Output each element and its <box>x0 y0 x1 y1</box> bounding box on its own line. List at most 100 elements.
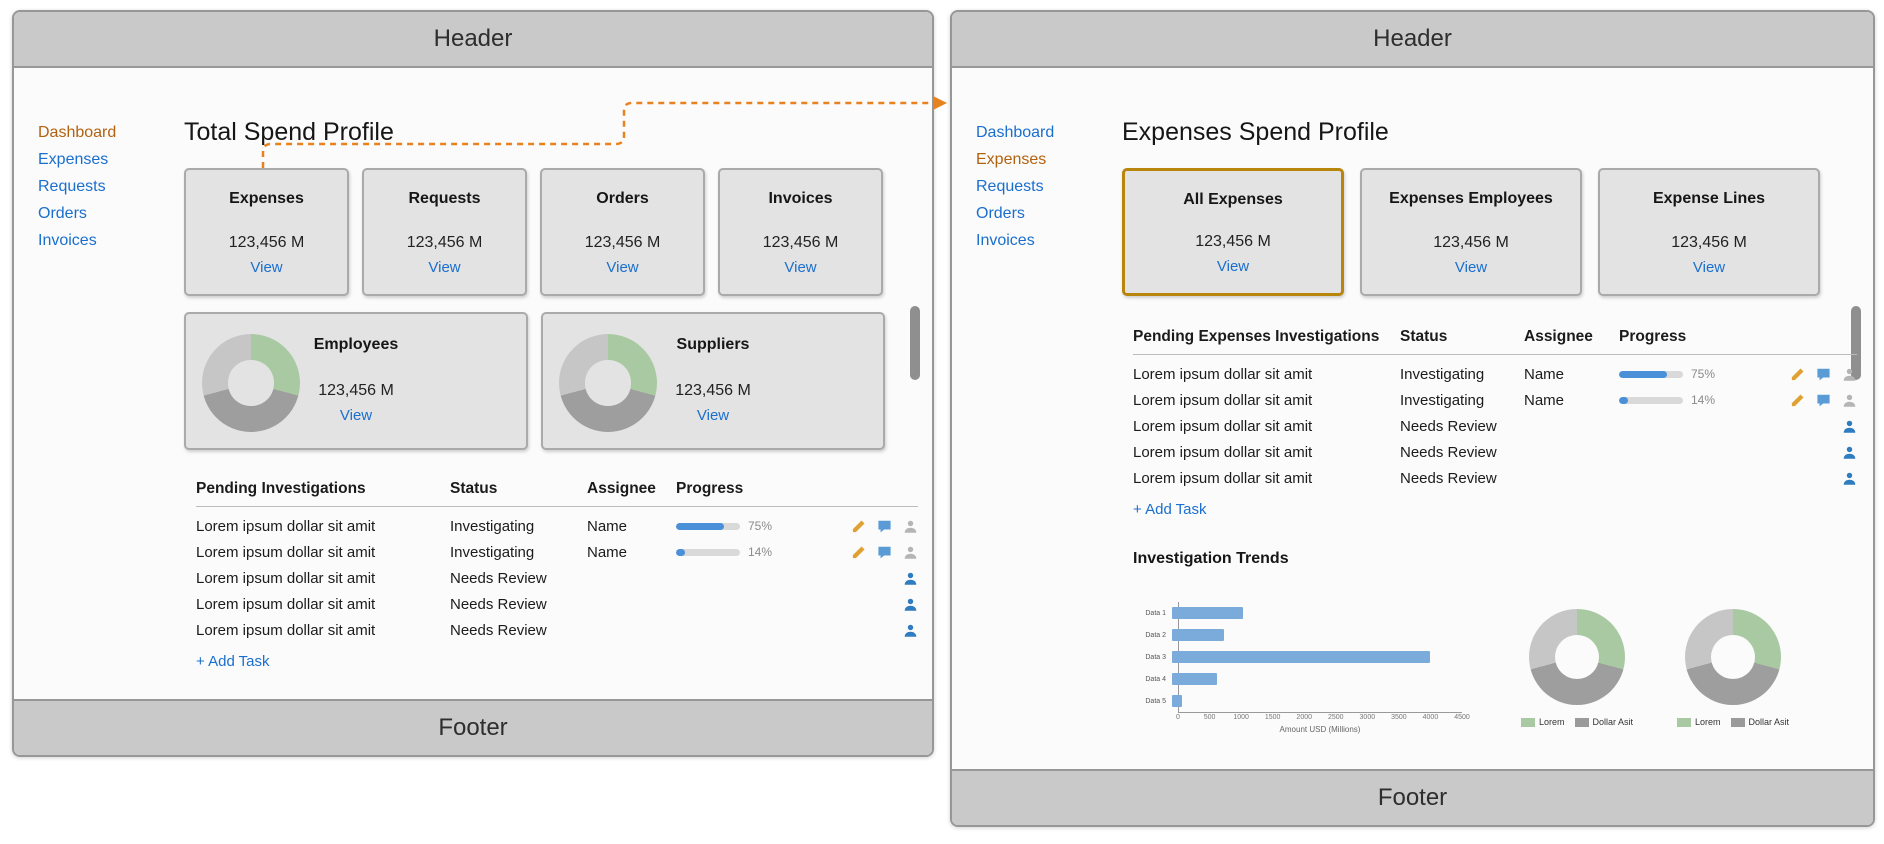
bar-category-label: Data 1 <box>1145 609 1166 617</box>
card-title: All Expenses <box>1183 191 1283 208</box>
sidebar-item-dashboard[interactable]: Dashboard <box>976 124 1055 141</box>
task-cell: Lorem ipsum dollar sit amit <box>1133 365 1313 383</box>
assignee-icon[interactable] <box>1842 393 1857 408</box>
edit-icon[interactable] <box>1790 367 1805 382</box>
task-cell: Lorem ipsum dollar sit amit <box>196 621 376 639</box>
edit-icon[interactable] <box>1790 393 1805 408</box>
assign-person-icon[interactable] <box>903 597 918 612</box>
status-cell: Investigating <box>450 543 535 561</box>
card-view-link[interactable]: View <box>428 259 461 276</box>
sidebar-item-requests[interactable]: Requests <box>38 178 106 195</box>
footer-bar: Footer <box>952 769 1873 825</box>
progress-cell: 75% <box>1619 367 1857 382</box>
assignee-icon[interactable] <box>903 545 918 560</box>
table-row: Lorem ipsum dollar sit amit Investigatin… <box>1133 361 1857 387</box>
trend-bar-chart: Data 1 Data 2 Data 3 Data 4 Data 5 0 500 1000 1… <box>1130 602 1470 734</box>
stat-card-expenses[interactable]: Expenses 123,456 M View <box>184 168 349 296</box>
table-header-row: Pending Investigations Status Assignee P… <box>196 480 918 507</box>
bar-row: Data 3 <box>1130 646 1462 668</box>
scrollbar-thumb[interactable] <box>1851 306 1861 380</box>
progress-bar <box>676 522 740 530</box>
sidebar-item-expenses[interactable]: Expenses <box>38 151 109 168</box>
stat-card-orders[interactable]: Orders 123,456 M View <box>540 168 705 296</box>
legend-swatch-dollar-asit <box>1574 717 1589 727</box>
card-title: Expenses Employees <box>1389 190 1553 207</box>
card-view-link[interactable]: View <box>1454 259 1488 276</box>
card-view-link[interactable]: View <box>339 407 373 424</box>
progress-cell: 75% <box>676 519 918 534</box>
stat-card-expenses-employees[interactable]: Expenses Employees 123,456 M View <box>1360 168 1582 296</box>
status-cell: Needs Review <box>1400 469 1497 487</box>
table-row: Lorem ipsum dollar sit amit Needs Review <box>1133 465 1857 491</box>
card-view-link[interactable]: View <box>1692 259 1726 276</box>
expenses-body: Dashboard Expenses Requests Orders Invoi… <box>952 68 1873 769</box>
card-view-link[interactable]: View <box>1216 258 1250 275</box>
donut-chart <box>202 334 300 432</box>
stat-card-all-expenses[interactable]: All Expenses 123,456 M View <box>1122 168 1344 296</box>
assign-person-icon[interactable] <box>1842 471 1857 486</box>
edit-icon[interactable] <box>851 545 866 560</box>
table-row: Lorem ipsum dollar sit amit Investigatin… <box>1133 387 1857 413</box>
bar <box>1172 629 1224 641</box>
card-view-link[interactable]: View <box>250 259 283 276</box>
bar-chart-tick-labels: 0 500 1000 1500 2000 2500 3000 3500 4000 4500 <box>1176 713 1470 723</box>
card-view-link[interactable]: View <box>696 407 730 424</box>
assignee-icon[interactable] <box>903 519 918 534</box>
donut-legend: Lorem Dollar Asit <box>1520 717 1633 727</box>
sidebar-item-orders[interactable]: Orders <box>38 205 87 222</box>
sidebar-item-expenses[interactable]: Expenses <box>976 151 1047 168</box>
table-header-row: Pending Expenses Investigations Status A… <box>1133 328 1857 355</box>
assignee-icon[interactable] <box>1842 367 1857 382</box>
progress-cell <box>676 623 918 638</box>
card-view-link[interactable]: View <box>606 259 639 276</box>
table-row: Lorem ipsum dollar sit amit Needs Review <box>1133 439 1857 465</box>
stat-card-expense-lines[interactable]: Expense Lines 123,456 M View <box>1598 168 1820 296</box>
assign-person-icon[interactable] <box>903 571 918 586</box>
bar-row: Data 4 <box>1130 668 1462 690</box>
assignee-cell: Name <box>587 543 628 561</box>
sidebar-item-invoices[interactable]: Invoices <box>976 232 1035 249</box>
legend-label: Lorem <box>1538 717 1565 727</box>
x-tick-label: 2000 <box>1296 714 1313 721</box>
bar-chart-rows: Data 1 Data 2 Data 3 Data 4 Data 5 <box>1130 602 1462 712</box>
progress-cell <box>1619 445 1857 460</box>
add-task-link[interactable]: + Add Task <box>1133 501 1207 518</box>
assign-person-icon[interactable] <box>1842 445 1857 460</box>
col-header-progress: Progress <box>676 480 744 497</box>
donut-card-suppliers[interactable]: Suppliers 123,456 M View <box>541 312 885 450</box>
progress-label: 14% <box>748 545 773 559</box>
comment-icon[interactable] <box>877 545 892 560</box>
trend-donut-chart-2: Lorem Dollar Asit <box>1658 609 1808 727</box>
edit-icon[interactable] <box>851 519 866 534</box>
status-cell: Needs Review <box>1400 443 1497 461</box>
status-cell: Needs Review <box>450 569 547 587</box>
sidebar-item-invoices[interactable]: Invoices <box>38 232 97 249</box>
card-view-link[interactable]: View <box>784 259 817 276</box>
sidebar-item-dashboard[interactable]: Dashboard <box>38 124 117 141</box>
x-tick-label: 1000 <box>1233 714 1249 721</box>
donut-card-employees[interactable]: Employees 123,456 M View <box>184 312 528 450</box>
task-cell: Lorem ipsum dollar sit amit <box>196 595 376 613</box>
stat-card-requests[interactable]: Requests 123,456 M View <box>362 168 527 296</box>
comment-icon[interactable] <box>1816 367 1831 382</box>
scrollbar-thumb[interactable] <box>910 306 920 380</box>
x-tick-label: 500 <box>1203 714 1216 721</box>
add-task-link[interactable]: + Add Task <box>196 653 270 670</box>
sidebar-item-requests[interactable]: Requests <box>976 178 1044 195</box>
comment-icon[interactable] <box>1816 393 1831 408</box>
progress-label: 14% <box>1691 393 1716 407</box>
bar <box>1172 607 1243 619</box>
stat-card-invoices[interactable]: Invoices 123,456 M View <box>718 168 883 296</box>
donut-chart <box>559 334 657 432</box>
assign-person-icon[interactable] <box>903 623 918 638</box>
card-title: Expense Lines <box>1652 190 1766 207</box>
x-tick-label: 2500 <box>1327 714 1344 721</box>
footer-bar: Footer <box>14 699 932 755</box>
table-row: Lorem ipsum dollar sit amit Investigatin… <box>196 539 918 565</box>
bar-row: Data 5 <box>1130 690 1462 712</box>
sidebar-item-orders[interactable]: Orders <box>976 205 1025 222</box>
comment-icon[interactable] <box>877 519 892 534</box>
table-row: Lorem ipsum dollar sit amit Investigatin… <box>196 513 918 539</box>
card-value: 123,456 M <box>675 382 751 399</box>
assign-person-icon[interactable] <box>1842 419 1857 434</box>
